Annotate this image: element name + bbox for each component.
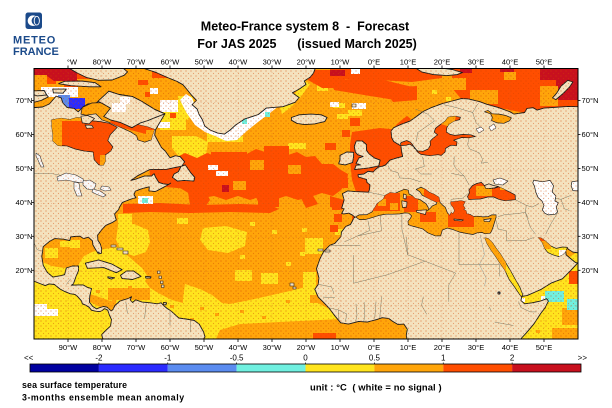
svg-text:3-months ensemble mean anomaly: 3-months ensemble mean anomaly [22,393,185,403]
svg-text:For JAS 2025 (issued Marc: For JAS 2025 (issued March 2025) [197,37,417,51]
svg-text:40°E: 40°E [502,343,519,352]
svg-text:60°W: 60°W [161,343,180,352]
svg-text:10°E: 10°E [400,343,417,352]
svg-text:FRANCE: FRANCE [13,46,59,58]
svg-text:-1: -1 [164,354,172,363]
svg-text:°W: °W [67,58,78,67]
svg-text:30°E: 30°E [468,58,485,67]
svg-text:50°N: 50°N [582,164,599,173]
svg-text:50°W: 50°W [195,343,214,352]
svg-text:Meteo-France system 8 - Fore: Meteo-France system 8 - Forecast [201,20,410,34]
svg-text:90°W: 90°W [59,343,78,352]
svg-text:60°N: 60°N [16,130,33,139]
svg-text:unit : °C ( white = no signal: unit : °C ( white = no signal ) [310,382,442,393]
svg-text:60°W: 60°W [161,58,180,67]
svg-text:50°N: 50°N [16,164,33,173]
svg-text:<<: << [24,354,34,363]
svg-text:70°W: 70°W [127,343,146,352]
svg-text:40°W: 40°W [229,58,248,67]
svg-text:-2: -2 [95,354,103,363]
svg-text:-0.5: -0.5 [230,354,244,363]
svg-text:1: 1 [441,354,446,363]
svg-text:0°E: 0°E [368,58,380,67]
svg-text:30°N: 30°N [582,232,599,241]
svg-text:0: 0 [303,354,308,363]
svg-text:70°N: 70°N [16,96,33,105]
svg-text:50°W: 50°W [195,58,214,67]
svg-text:sea surface temperature: sea surface temperature [22,380,127,390]
svg-text:80°W: 80°W [93,58,112,67]
svg-text:30°E: 30°E [468,343,485,352]
svg-text:10°E: 10°E [400,58,417,67]
svg-text:30°W: 30°W [263,58,282,67]
svg-text:METEO: METEO [13,35,56,47]
svg-text:60°N: 60°N [582,130,599,139]
svg-text:50°E: 50°E [536,58,553,67]
svg-text:80°W: 80°W [93,343,112,352]
svg-text:0.5: 0.5 [369,354,381,363]
svg-text:2: 2 [510,354,515,363]
svg-text:10°W: 10°W [331,58,350,67]
svg-text:40°N: 40°N [582,198,599,207]
svg-text:70°W: 70°W [127,58,146,67]
svg-text:0°E: 0°E [368,343,380,352]
svg-text:30°N: 30°N [16,232,33,241]
svg-text:20°E: 20°E [434,343,451,352]
svg-text:20°E: 20°E [434,58,451,67]
svg-text:10°W: 10°W [331,343,350,352]
svg-text:30°W: 30°W [263,343,282,352]
svg-text:20°N: 20°N [16,266,33,275]
svg-text:20°N: 20°N [582,266,599,275]
svg-text:70°N: 70°N [582,96,599,105]
svg-text:>>: >> [578,354,588,363]
svg-text:20°W: 20°W [297,58,316,67]
svg-text:40°E: 40°E [502,58,519,67]
svg-text:40°N: 40°N [16,198,33,207]
svg-text:20°W: 20°W [297,343,316,352]
svg-text:40°W: 40°W [229,343,248,352]
svg-text:50°E: 50°E [536,343,553,352]
